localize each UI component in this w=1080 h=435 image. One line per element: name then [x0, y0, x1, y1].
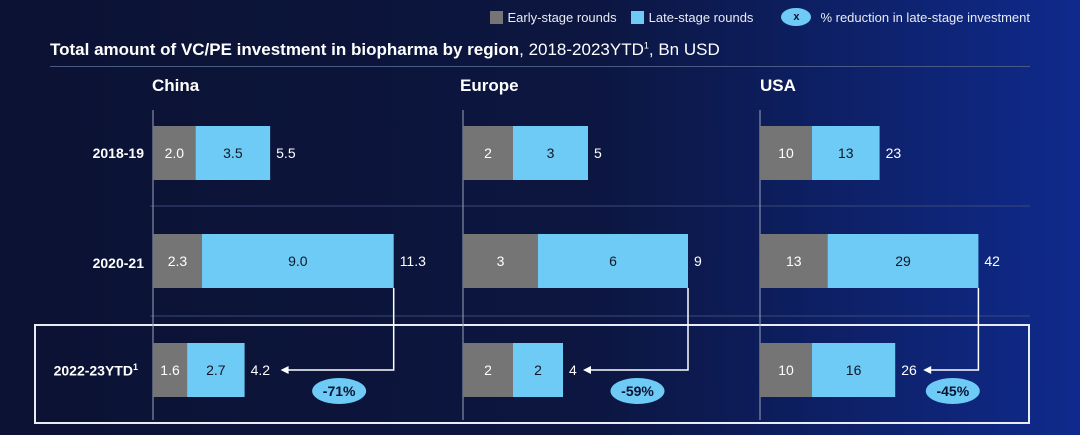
legend: Early-stage rounds Late-stage rounds x %… — [489, 8, 1030, 26]
chart-title: Total amount of VC/PE investment in biop… — [50, 40, 720, 60]
reduction-bubble-label: -45% — [936, 383, 969, 399]
region-label-usa: USA — [760, 76, 796, 95]
bar-label-late: 3 — [547, 145, 555, 161]
bar-label-late: 2.7 — [206, 362, 226, 378]
bar-label-late: 29 — [895, 253, 911, 269]
legend-label-early: Early-stage rounds — [507, 9, 617, 25]
bar-early — [153, 126, 196, 180]
bar-label-late: 13 — [838, 145, 854, 161]
reduction-bubble-label: -71% — [323, 383, 356, 399]
reduction-arrowhead — [583, 366, 591, 374]
bar-early — [463, 343, 513, 397]
chart-title-unit: , Bn USD — [648, 40, 720, 59]
reduction-bubble — [925, 378, 980, 404]
chart-title-footnote: 1 — [643, 40, 649, 51]
bar-label-late: 6 — [609, 253, 617, 269]
reduction-connector — [929, 288, 980, 371]
legend-bubble-symbol: x — [781, 8, 812, 26]
bar-early — [760, 343, 812, 397]
bar-label-early: 2 — [484, 362, 492, 378]
bar-label-total: 4.2 — [251, 362, 271, 378]
bar-label-total: 9 — [694, 253, 702, 269]
chart-title-rest: , 2018-2023YTD — [519, 40, 644, 59]
period-text: 2018-19 — [92, 145, 144, 161]
bar-label-early: 10 — [778, 362, 794, 378]
bar-label-total: 5.5 — [276, 145, 296, 161]
bar-label-total: 26 — [901, 362, 917, 378]
bar-label-early: 13 — [786, 253, 802, 269]
bar-late — [195, 126, 271, 180]
chart-title-bold: Total amount of VC/PE investment in biop… — [50, 40, 520, 59]
bar-late — [812, 126, 880, 180]
bar-early — [760, 234, 828, 288]
bar-label-early: 2 — [484, 145, 492, 161]
bar-late — [513, 126, 588, 180]
bar-early — [153, 343, 188, 397]
legend-label-late: Late-stage rounds — [648, 9, 754, 25]
region-label-europe: Europe — [460, 76, 519, 95]
legend-label-reduction: % reduction in late-stage investment — [820, 9, 1030, 25]
legend-swatch-late — [630, 10, 644, 24]
bar-label-early: 2.3 — [168, 253, 188, 269]
bar-late — [538, 234, 688, 288]
period-footnote: 1 — [132, 362, 138, 372]
bar-label-late: 9.0 — [288, 253, 308, 269]
reduction-bubble — [312, 378, 367, 404]
bar-label-early: 2.0 — [165, 145, 185, 161]
period-label-2022-23ytd: 2022-23YTD1 — [28, 362, 138, 379]
bar-label-late: 3.5 — [223, 145, 243, 161]
period-text: 2020-21 — [92, 255, 144, 271]
legend-item-early: Early-stage rounds — [489, 9, 617, 25]
bar-label-early: 10 — [778, 145, 794, 161]
reduction-bubble — [610, 378, 665, 404]
bar-label-total: 5 — [594, 145, 602, 161]
title-rule — [50, 66, 1030, 67]
reduction-connector — [286, 288, 395, 371]
bar-early — [760, 126, 812, 180]
bar-late — [187, 343, 245, 397]
bar-early — [153, 234, 202, 288]
bar-late — [812, 343, 896, 397]
bar-label-early: 1.6 — [160, 362, 180, 378]
bar-label-early: 3 — [497, 253, 505, 269]
legend-item-late: Late-stage rounds — [630, 9, 754, 25]
legend-item-reduction: x % reduction in late-stage investment — [781, 8, 1030, 26]
reduction-bubble-label: -59% — [621, 383, 654, 399]
period-text: 2022-23YTD — [53, 362, 133, 379]
reduction-arrowhead — [923, 366, 932, 374]
bar-late — [513, 343, 563, 397]
bar-label-total: 4 — [569, 362, 577, 378]
bar-early — [463, 234, 538, 288]
period-label-2020-21: 2020-21 — [34, 255, 144, 271]
reduction-connector — [589, 288, 689, 371]
period-label-2018-19: 2018-19 — [34, 145, 144, 161]
bar-label-total: 11.3 — [400, 253, 426, 269]
bar-label-late: 2 — [534, 362, 542, 378]
bar-label-late: 16 — [846, 362, 862, 378]
bar-late — [827, 234, 979, 288]
reduction-arrowhead — [280, 366, 289, 374]
bar-label-total: 23 — [886, 145, 902, 161]
region-label-china: China — [152, 76, 200, 95]
bar-label-total: 42 — [984, 253, 1000, 269]
legend-swatch-early — [489, 10, 503, 24]
bar-late — [201, 234, 394, 288]
highlight-frame-2022-23 — [34, 324, 1030, 424]
bar-early — [463, 126, 513, 180]
